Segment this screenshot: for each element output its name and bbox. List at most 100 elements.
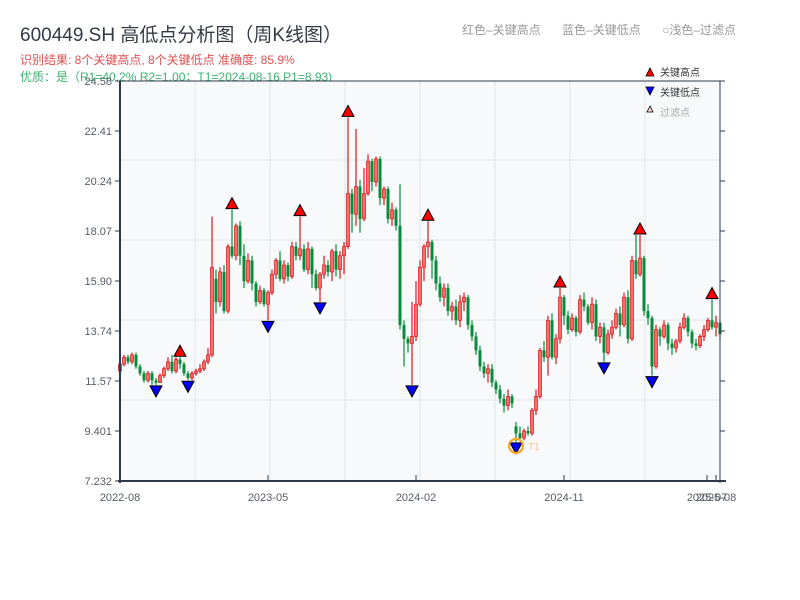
candle-body-up [614, 313, 618, 328]
candle-body-down [370, 161, 374, 182]
candle-body-down [514, 426, 518, 434]
candle-body-up [546, 319, 550, 358]
candle-body-down [474, 336, 478, 351]
candle-body-down [586, 306, 590, 323]
candle-body-up [158, 375, 162, 383]
key-high-marker-icon [421, 208, 435, 221]
candle-body-up [166, 361, 170, 370]
legend-key-low: 关键低点 [660, 86, 700, 99]
candle-body-up [210, 266, 214, 356]
candle-body-up [282, 264, 286, 280]
candle-body-up [190, 372, 194, 379]
candle-body-down [542, 350, 546, 358]
legend-red-label: 红色–关键高点 [462, 23, 541, 37]
candle-body-down [438, 283, 442, 298]
candle-body-down [398, 225, 402, 325]
candle-body-down [402, 324, 406, 339]
candle-body-down [634, 260, 638, 275]
x-tick-label: 2025-08 [696, 492, 736, 504]
candle-body-down [602, 327, 606, 353]
key-point-markers: T1 [149, 104, 719, 455]
candle-body-down [334, 251, 338, 270]
candle-body-up [462, 296, 466, 303]
key-low-marker-icon [405, 385, 419, 398]
key-high-marker-icon [633, 221, 647, 235]
candle-body-down [566, 315, 570, 330]
candle-body-up [698, 336, 702, 347]
candle-body-up [390, 209, 394, 220]
candle-body-down [154, 380, 158, 383]
y-tick-label: 15.90 [84, 276, 112, 288]
legend-light-label: ○浅色–过滤点 [662, 23, 736, 37]
candle-body-down [434, 260, 438, 284]
legend-filtered: 过滤点 [660, 106, 690, 119]
y-tick-label: 18.07 [84, 226, 112, 238]
legend-key-high: 关键高点 [660, 66, 700, 79]
candle-body-up [554, 338, 558, 358]
candle-body-up [506, 396, 510, 407]
key-low-marker-icon [261, 320, 275, 334]
candle-body-down [150, 373, 154, 381]
candle-body-down [650, 318, 654, 367]
candle-body-up [426, 241, 430, 247]
y-tick-label: 20.24 [84, 176, 112, 188]
candle-body-up [622, 296, 626, 326]
candle-body-down [658, 329, 662, 337]
candle-body-up [702, 329, 706, 337]
candle-body-up [202, 361, 206, 370]
filtered-marker-icon [646, 105, 654, 113]
y-tick-label: 22.41 [84, 126, 112, 138]
candle-body-up [130, 354, 134, 363]
candle-body-down [286, 264, 290, 277]
candle-body-up [122, 356, 126, 365]
candle-body-up [418, 266, 422, 305]
candle-body-down [626, 297, 630, 339]
candle-body-down [510, 396, 514, 404]
key-high-marker-icon [293, 203, 307, 217]
x-tick-label: 2025-07 [687, 492, 727, 504]
candle-body-up [590, 303, 594, 324]
x-tick-label: 2024-11 [544, 492, 584, 504]
candle-body-up [682, 317, 686, 328]
candle-body-up [246, 259, 250, 282]
candle-body-down [310, 248, 314, 275]
candle-body-down [406, 338, 410, 344]
candle-body-up [338, 255, 342, 271]
candle-body-down [138, 366, 142, 374]
candle-body-down [186, 373, 190, 378]
candle-body-up [306, 248, 310, 271]
key-low-marker-icon [149, 385, 163, 398]
candle-body-down [642, 258, 646, 312]
candle-body-up [362, 193, 366, 220]
key-high-marker-icon [225, 196, 239, 210]
axes: 24.58 22.41 20.24 18.07 15.90 13.74 11.57 9.401… [84, 76, 736, 504]
candle-body-up [194, 370, 198, 374]
candle-body-up [206, 354, 210, 363]
candle-body-down [386, 188, 390, 219]
x-tick-label: 2022-08 [100, 492, 140, 504]
candle-body-up [534, 396, 538, 411]
candle-body-up [630, 259, 634, 340]
candle-body-up [318, 273, 322, 289]
top-color-legend: 红色–关键高点 蓝色–关键低点 ○浅色–过滤点 [462, 21, 736, 38]
key-high-marker-icon [553, 275, 567, 288]
candle-body-down [314, 274, 318, 289]
legend-blue-label: 蓝色–关键低点 [562, 23, 641, 37]
candle-body-up [382, 188, 386, 199]
candle-body-up [366, 160, 370, 194]
candle-body-down [618, 313, 622, 325]
candle-body-up [610, 326, 614, 335]
candle-body-down [490, 368, 494, 383]
candle-body-down [694, 343, 698, 346]
candle-body-up [414, 303, 418, 337]
candle-body-down [358, 186, 362, 219]
y-tick-label: 7.232 [84, 476, 112, 488]
candle-body-down [478, 350, 482, 367]
candle-body-down [302, 248, 306, 270]
candle-body-up [654, 329, 658, 367]
candle-body-down [466, 297, 470, 325]
candle-body-up [662, 324, 666, 337]
candle-body-up [354, 186, 358, 215]
candle-body-down [242, 255, 246, 282]
candle-body-up [442, 287, 446, 298]
